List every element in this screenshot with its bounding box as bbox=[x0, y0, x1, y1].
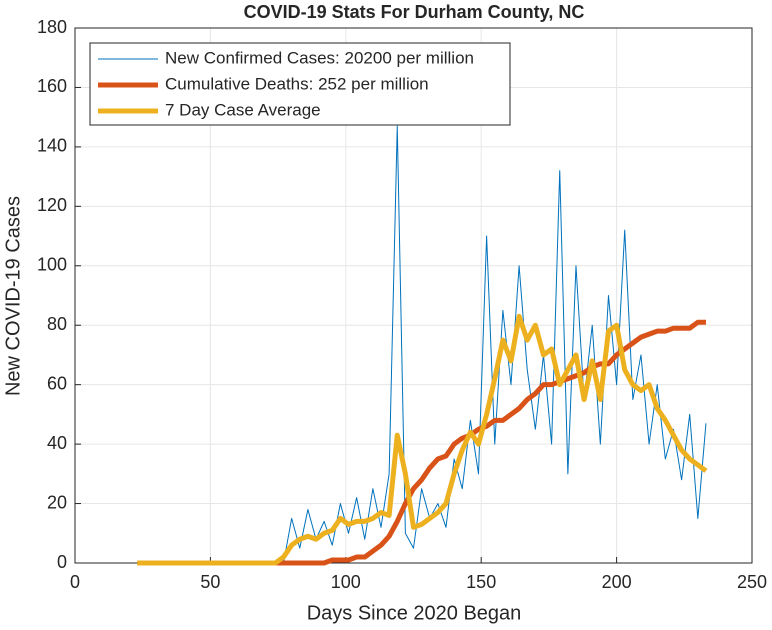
legend-label: Cumulative Deaths: 252 per million bbox=[165, 74, 429, 93]
y-tick-label: 20 bbox=[47, 492, 67, 512]
x-tick-label: 0 bbox=[70, 572, 80, 592]
x-tick-label: 100 bbox=[331, 572, 361, 592]
y-tick-label: 140 bbox=[37, 136, 67, 156]
y-axis-label: New COVID-19 Cases bbox=[2, 196, 24, 396]
y-tick-label: 120 bbox=[37, 195, 67, 215]
legend: New Confirmed Cases: 20200 per million Cu… bbox=[89, 42, 511, 126]
y-tick-label: 160 bbox=[37, 76, 67, 96]
legend-label: New Confirmed Cases: 20200 per million bbox=[165, 48, 474, 67]
series-line bbox=[137, 313, 708, 566]
y-tick-label: 100 bbox=[37, 255, 67, 275]
y-tick-label: 40 bbox=[47, 433, 67, 453]
legend-label: 7 Day Case Average bbox=[165, 100, 321, 119]
y-tick-label: 80 bbox=[47, 314, 67, 334]
x-tick-label: 250 bbox=[737, 572, 767, 592]
x-axis-label: Days Since 2020 Began bbox=[307, 602, 522, 624]
plot-frame bbox=[74, 27, 753, 564]
y-tick-label: 180 bbox=[37, 17, 67, 37]
chart-title: COVID-19 Stats For Durham County, NC bbox=[244, 2, 585, 22]
x-tick-label: 200 bbox=[602, 572, 632, 592]
y-tick-label: 60 bbox=[47, 373, 67, 393]
x-tick-label: 150 bbox=[466, 572, 496, 592]
y-tick-label: 0 bbox=[57, 552, 67, 572]
series-line bbox=[283, 125, 707, 564]
legend-box bbox=[89, 42, 511, 126]
x-tick-label: 50 bbox=[200, 572, 220, 592]
